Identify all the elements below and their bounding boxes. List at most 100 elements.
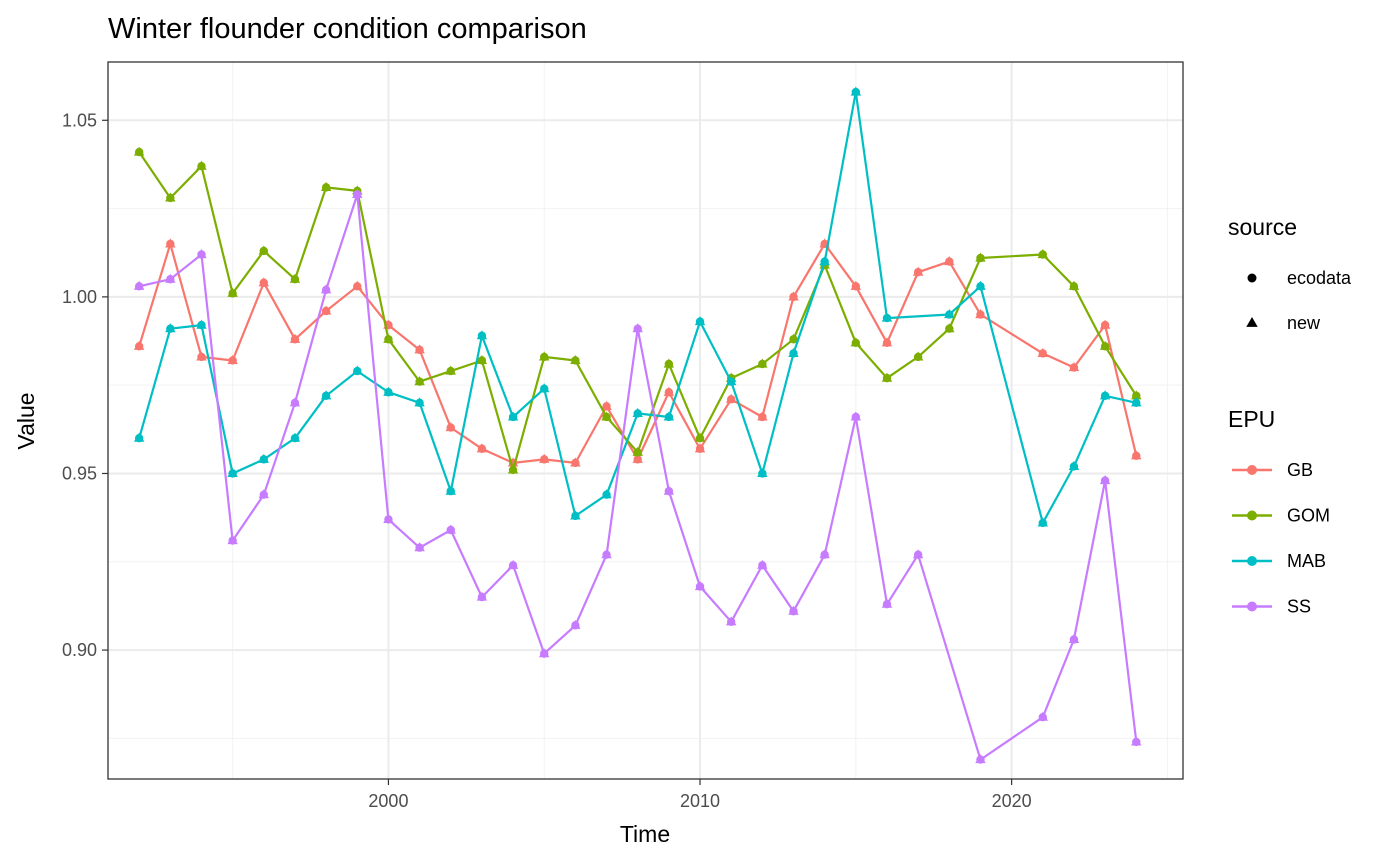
- data-point-triangle: [445, 365, 456, 375]
- data-point-triangle: [632, 407, 643, 418]
- data-point-triangle: [725, 616, 737, 626]
- data-point-triangle: [133, 146, 145, 156]
- y-tick-label: 0.90: [62, 640, 97, 660]
- data-point-triangle: [944, 323, 955, 333]
- data-point-triangle: [227, 535, 238, 545]
- data-point-triangle: [632, 453, 643, 463]
- data-point-triangle: [227, 287, 238, 297]
- data-point-triangle: [507, 411, 519, 421]
- data-point-triangle: [476, 591, 488, 601]
- data-point-triangle: [694, 432, 706, 442]
- legend: source ecodata new EPU GB GOM MAB SS: [1228, 214, 1352, 617]
- data-point-triangle: [289, 333, 301, 343]
- data-point-triangle: [414, 376, 425, 386]
- data-point-triangle: [1099, 475, 1111, 485]
- legend-source: source ecodata new: [1228, 214, 1352, 333]
- data-point-triangle: [850, 337, 862, 347]
- series-ss: [133, 188, 1142, 764]
- data-point-triangle: [881, 312, 893, 322]
- data-point-triangle: [912, 351, 924, 361]
- data-point-triangle: [258, 277, 270, 287]
- axes: 0.90 0.95 1.00 1.05 2000 2010 2020: [62, 110, 1032, 811]
- data-point-triangle: [165, 238, 176, 248]
- data-point-triangle: [850, 86, 862, 96]
- data-point-triangle: [476, 354, 488, 365]
- data-point-triangle: [694, 443, 706, 453]
- x-tick-label: 2000: [368, 791, 408, 811]
- data-point-triangle: [663, 485, 675, 495]
- y-tick-label: 1.00: [62, 287, 97, 307]
- legend-point-icon: [1247, 510, 1257, 521]
- data-point-triangle: [383, 333, 394, 343]
- legend-triangle-icon: [1246, 317, 1258, 327]
- y-axis-title: Value: [13, 392, 39, 449]
- data-point-triangle: [725, 376, 737, 386]
- legend-epu-label: GOM: [1287, 506, 1330, 526]
- data-point-triangle: [165, 192, 176, 202]
- data-point-triangle: [227, 354, 238, 365]
- legend-epu-label: MAB: [1287, 551, 1326, 571]
- data-point-triangle: [912, 549, 924, 559]
- legend-epu-label: SS: [1287, 597, 1311, 617]
- data-point-triangle: [601, 400, 612, 410]
- data-point-triangle: [1037, 347, 1049, 357]
- data-point-triangle: [1099, 319, 1111, 329]
- data-point-triangle: [539, 453, 550, 463]
- data-point-triangle: [663, 411, 675, 421]
- data-point-triangle: [1068, 460, 1080, 470]
- chart-title: Winter flounder condition comparison: [108, 13, 587, 45]
- data-point-triangle: [133, 432, 145, 442]
- legend-source-title: source: [1228, 214, 1297, 240]
- data-point-triangle: [975, 309, 986, 319]
- data-point-triangle: [663, 358, 675, 368]
- legend-circle-icon: [1247, 273, 1257, 283]
- x-tick-label: 2010: [680, 791, 720, 811]
- data-point-triangle: [975, 280, 986, 290]
- data-point-triangle: [1037, 517, 1049, 527]
- data-point-triangle: [133, 280, 145, 290]
- data-point-triangle: [196, 248, 207, 259]
- data-point-triangle: [788, 333, 799, 343]
- data-point-triangle: [320, 284, 332, 294]
- data-point-triangle: [757, 411, 768, 421]
- data-point-triangle: [632, 446, 643, 456]
- legend-epu: EPU GB GOM MAB SS: [1228, 406, 1330, 617]
- data-point-triangle: [133, 340, 145, 350]
- data-point-triangle: [1068, 280, 1080, 290]
- data-point-triangle: [352, 188, 363, 199]
- data-point-triangle: [1068, 633, 1080, 644]
- data-point-triangle: [881, 337, 893, 347]
- data-point-triangle: [1131, 397, 1142, 407]
- data-point-triangle: [788, 291, 799, 301]
- y-tick-label: 0.95: [62, 463, 97, 483]
- data-point-triangle: [1131, 736, 1142, 746]
- data-point-triangle: [165, 323, 176, 333]
- legend-epu-title: EPU: [1228, 406, 1275, 432]
- data-point-triangle: [1131, 450, 1142, 460]
- plot-area: [108, 62, 1183, 779]
- data-point-triangle: [601, 411, 612, 421]
- legend-point-icon: [1247, 556, 1257, 566]
- data-point-triangle: [383, 386, 394, 396]
- data-point-triangle: [788, 605, 799, 615]
- data-point-triangle: [445, 485, 456, 495]
- x-axis-title: Time: [620, 821, 670, 847]
- data-point-triangle: [539, 648, 550, 658]
- data-point-triangle: [258, 489, 270, 499]
- data-point-triangle: [258, 245, 270, 255]
- data-point-triangle: [944, 309, 955, 319]
- data-point-triangle: [570, 619, 581, 629]
- data-point-triangle: [819, 256, 830, 266]
- data-point-triangle: [1099, 340, 1111, 350]
- data-point-triangle: [320, 181, 332, 191]
- data-point-triangle: [320, 305, 332, 315]
- data-point-triangle: [975, 754, 986, 764]
- data-point-triangle: [850, 280, 862, 290]
- data-point-triangle: [1068, 362, 1080, 372]
- data-point-triangle: [289, 432, 301, 442]
- legend-point-icon: [1247, 601, 1257, 612]
- series-line-gb: [138, 242, 1138, 464]
- data-point-triangle: [414, 542, 425, 552]
